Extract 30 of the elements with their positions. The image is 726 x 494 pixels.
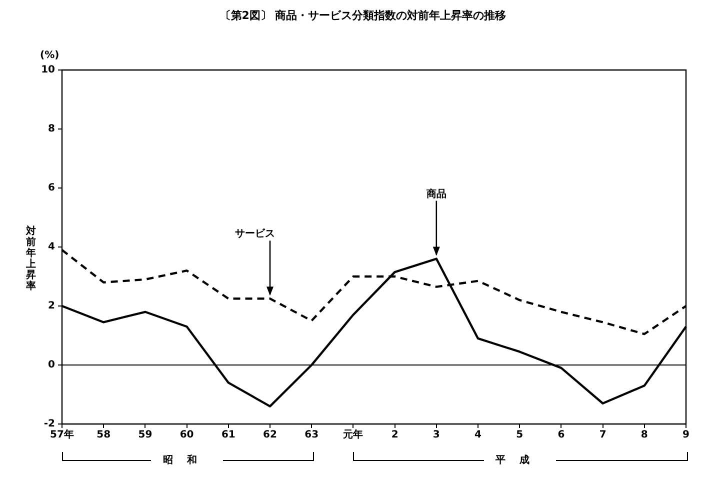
text: 平成 — [484, 453, 556, 467]
annotation: 商品 — [425, 188, 446, 200]
x-tick-label: 9 — [682, 430, 690, 441]
y-tick-label: -2 — [44, 418, 56, 430]
x-tick-label: 4 — [474, 430, 482, 441]
y-tick-label: 8 — [48, 124, 56, 135]
x-tick-label: 元年 — [342, 428, 364, 441]
y-tick-label: 6 — [48, 182, 56, 194]
x-tick-label: 7 — [599, 430, 606, 441]
x-tick-label: 2 — [391, 430, 398, 441]
x-tick-label: 6 — [558, 430, 565, 441]
y-tick-label: 10 — [41, 64, 56, 76]
y-tick-label: 0 — [48, 360, 56, 371]
x-tick-label: 5 — [516, 430, 524, 441]
y-axis-title: 対前年上昇率 — [26, 226, 37, 292]
annotation: サービス — [235, 228, 275, 240]
text: 昭和 — [150, 453, 223, 467]
x-tick-label: 60 — [180, 430, 194, 441]
x-tick-label: 61 — [221, 430, 236, 441]
x-tick-label: 63 — [304, 430, 319, 441]
x-tick-label: 62 — [263, 430, 277, 441]
chart-title: 〔第2図〕 商品・サービス分類指数の対前年上昇率の推移 — [220, 8, 506, 23]
text: (%) — [40, 50, 60, 61]
x-tick-label: 59 — [138, 430, 152, 441]
x-tick-label: 8 — [640, 430, 648, 441]
x-tick-label: 3 — [432, 430, 440, 441]
y-tick-label: 4 — [48, 242, 56, 253]
y-tick-label: 2 — [48, 300, 56, 312]
x-tick-label: 57年 — [50, 428, 74, 441]
x-tick-label: 58 — [96, 430, 111, 441]
